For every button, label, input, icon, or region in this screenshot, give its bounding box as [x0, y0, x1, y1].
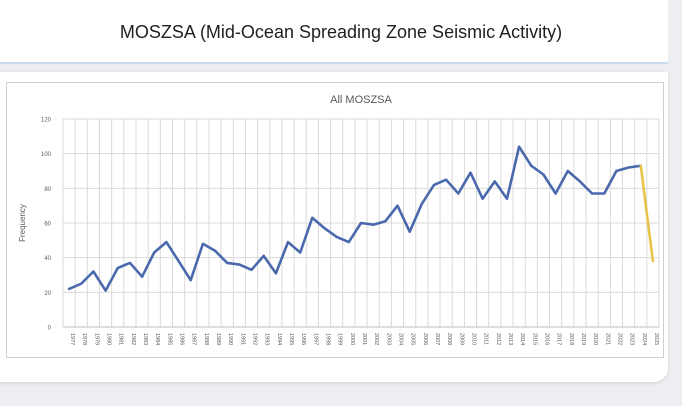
- x-tick-label: 1998: [325, 333, 331, 345]
- x-tick-label: 2013: [507, 333, 513, 345]
- x-tick-label: 1995: [288, 333, 294, 345]
- x-tick-label: 2010: [470, 333, 476, 345]
- x-tick-label: 2016: [543, 333, 549, 345]
- x-tick-label: 1992: [252, 333, 258, 345]
- x-tick-label: 2011: [483, 333, 489, 345]
- x-tick-label: 1978: [81, 333, 87, 345]
- x-tick-label: 1989: [215, 333, 221, 345]
- x-tick-label: 1988: [203, 333, 209, 345]
- series-line-projection: [639, 164, 655, 263]
- x-tick-label: 1994: [276, 333, 282, 345]
- x-tick-label: 2017: [556, 333, 562, 345]
- x-tick-label: 1977: [69, 333, 75, 345]
- x-tick-label: 2008: [446, 333, 452, 345]
- x-tick-label: 2018: [568, 333, 574, 345]
- x-tick-label: 2014: [519, 333, 525, 345]
- x-tick-label: 2023: [629, 333, 635, 345]
- x-tick-label: 1982: [130, 333, 136, 345]
- y-axis-label: Frequency: [18, 204, 27, 242]
- x-tick-label: 2004: [397, 333, 403, 345]
- y-tick-label: 120: [41, 118, 52, 124]
- x-tick-label: 1996: [300, 333, 306, 345]
- page-title: MOSZSA (Mid-Ocean Spreading Zone Seismic…: [119, 22, 563, 42]
- x-tick-label: 1985: [166, 333, 172, 345]
- x-tick-label: 1984: [154, 333, 160, 345]
- chart-frame: All MOSZSA Frequency 0 20 40 60 80 100 120 1977 19…: [6, 82, 664, 358]
- x-tick-label: 1999: [337, 333, 343, 345]
- x-tick-label: 1986: [179, 333, 185, 345]
- x-tick-label: 2003: [385, 333, 391, 345]
- x-tick-label: 1981: [118, 333, 124, 345]
- x-tick-label: 2002: [373, 333, 379, 345]
- series-line-all-moszsa: [67, 145, 643, 292]
- x-tick-label: 2024: [641, 333, 647, 345]
- x-tick-label: 2015: [531, 333, 537, 345]
- x-tick-label: 1987: [191, 333, 197, 345]
- x-tick-label: 1980: [106, 333, 112, 345]
- line-chart: All MOSZSA Frequency 0 20 40 60 80 100 120 1977 19…: [18, 94, 660, 345]
- y-tick-label: 60: [44, 222, 51, 228]
- header-card: [0, 0, 668, 64]
- x-tick-label: 2022: [616, 333, 622, 345]
- x-tick-label: 2005: [410, 333, 416, 345]
- x-tick-label: 1997: [312, 333, 318, 345]
- x-tick-label: 1979: [93, 333, 99, 345]
- x-tick-label: 1991: [239, 333, 245, 345]
- x-tick-label: 1990: [227, 333, 233, 345]
- x-tick-label: 2025: [653, 333, 659, 345]
- chart-title: All MOSZSA: [330, 94, 392, 106]
- x-tick-label: 2007: [434, 333, 440, 345]
- x-tick-label: 2012: [495, 333, 501, 345]
- y-tick-label: 100: [41, 152, 52, 158]
- x-tick-label: 2009: [458, 333, 464, 345]
- x-tick-label: 1983: [142, 333, 148, 345]
- x-tick-label: 2006: [422, 333, 428, 345]
- x-tick-label: 2020: [592, 333, 598, 345]
- y-tick-label: 20: [44, 291, 51, 297]
- x-tick-label: 2000: [349, 333, 355, 345]
- y-tick-label: 40: [44, 256, 51, 262]
- x-tick-label: 2019: [580, 333, 586, 345]
- y-tick-label: 0: [48, 326, 52, 332]
- x-tick-label: 2001: [361, 333, 367, 345]
- x-tick-label: 1993: [264, 333, 270, 345]
- x-tick-label: 2021: [604, 333, 610, 345]
- y-tick-label: 80: [44, 187, 51, 193]
